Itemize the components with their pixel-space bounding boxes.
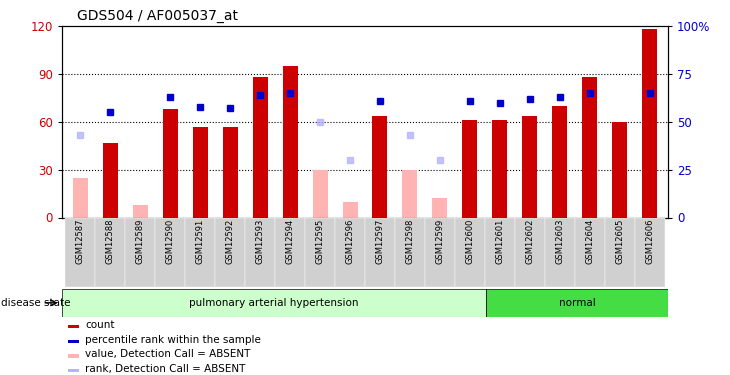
Text: GSM12602: GSM12602 xyxy=(526,219,534,264)
Bar xyxy=(253,77,267,218)
Text: GSM12596: GSM12596 xyxy=(345,219,355,264)
Text: GSM12601: GSM12601 xyxy=(496,219,504,264)
Text: GSM12587: GSM12587 xyxy=(75,219,85,264)
Bar xyxy=(635,217,665,287)
Text: value, Detection Call = ABSENT: value, Detection Call = ABSENT xyxy=(85,349,250,359)
Bar xyxy=(335,217,365,287)
Bar xyxy=(545,217,575,287)
Bar xyxy=(612,122,628,218)
Bar xyxy=(185,217,215,287)
Text: GSM12606: GSM12606 xyxy=(645,219,655,264)
Bar xyxy=(68,369,79,372)
Bar xyxy=(155,217,185,287)
Bar xyxy=(72,178,88,218)
Text: percentile rank within the sample: percentile rank within the sample xyxy=(85,334,261,345)
Text: GSM12604: GSM12604 xyxy=(585,219,594,264)
Text: GSM12595: GSM12595 xyxy=(315,219,325,264)
Bar xyxy=(342,202,358,217)
Text: GSM12590: GSM12590 xyxy=(166,219,174,264)
Bar xyxy=(305,217,335,287)
Text: rank, Detection Call = ABSENT: rank, Detection Call = ABSENT xyxy=(85,364,245,374)
Bar xyxy=(365,217,395,287)
Bar xyxy=(372,116,388,218)
Text: disease state: disease state xyxy=(1,298,70,308)
Bar xyxy=(515,217,545,287)
Bar xyxy=(425,217,455,287)
Bar xyxy=(215,217,245,287)
Bar xyxy=(486,289,668,317)
Text: GSM12594: GSM12594 xyxy=(285,219,294,264)
Bar xyxy=(68,325,79,328)
Bar xyxy=(245,217,275,287)
Text: GSM12603: GSM12603 xyxy=(556,219,564,264)
Bar xyxy=(62,289,486,317)
Bar xyxy=(395,217,425,287)
Bar xyxy=(523,116,537,218)
Bar xyxy=(223,127,237,218)
Bar xyxy=(68,354,79,358)
Bar xyxy=(463,120,477,218)
Bar xyxy=(163,109,177,217)
Bar xyxy=(455,217,485,287)
Text: GSM12597: GSM12597 xyxy=(375,219,385,264)
Text: pulmonary arterial hypertension: pulmonary arterial hypertension xyxy=(189,298,359,308)
Bar xyxy=(125,217,155,287)
Bar xyxy=(553,106,567,218)
Bar xyxy=(102,142,118,218)
Text: GSM12591: GSM12591 xyxy=(196,219,204,264)
Text: GSM12600: GSM12600 xyxy=(466,219,474,264)
Bar xyxy=(575,217,605,287)
Text: GSM12592: GSM12592 xyxy=(226,219,234,264)
Bar xyxy=(65,217,95,287)
Bar xyxy=(605,217,635,287)
Bar xyxy=(95,217,125,287)
Text: GSM12593: GSM12593 xyxy=(255,219,264,264)
Text: GSM12589: GSM12589 xyxy=(136,219,145,264)
Bar xyxy=(283,66,298,218)
Bar xyxy=(493,120,507,218)
Text: GSM12605: GSM12605 xyxy=(615,219,624,264)
Bar xyxy=(133,205,147,218)
Bar xyxy=(642,30,658,218)
Text: GSM12588: GSM12588 xyxy=(106,219,115,264)
Bar xyxy=(275,217,305,287)
Text: count: count xyxy=(85,320,115,330)
Bar xyxy=(402,170,418,217)
Text: GSM12599: GSM12599 xyxy=(436,219,445,264)
Bar xyxy=(193,127,207,218)
Bar xyxy=(432,198,447,217)
Text: normal: normal xyxy=(558,298,596,308)
Bar xyxy=(68,340,79,343)
Bar xyxy=(485,217,515,287)
Text: GSM12598: GSM12598 xyxy=(405,219,415,264)
Bar xyxy=(583,77,597,218)
Text: GDS504 / AF005037_at: GDS504 / AF005037_at xyxy=(77,9,238,23)
Bar xyxy=(312,170,328,217)
